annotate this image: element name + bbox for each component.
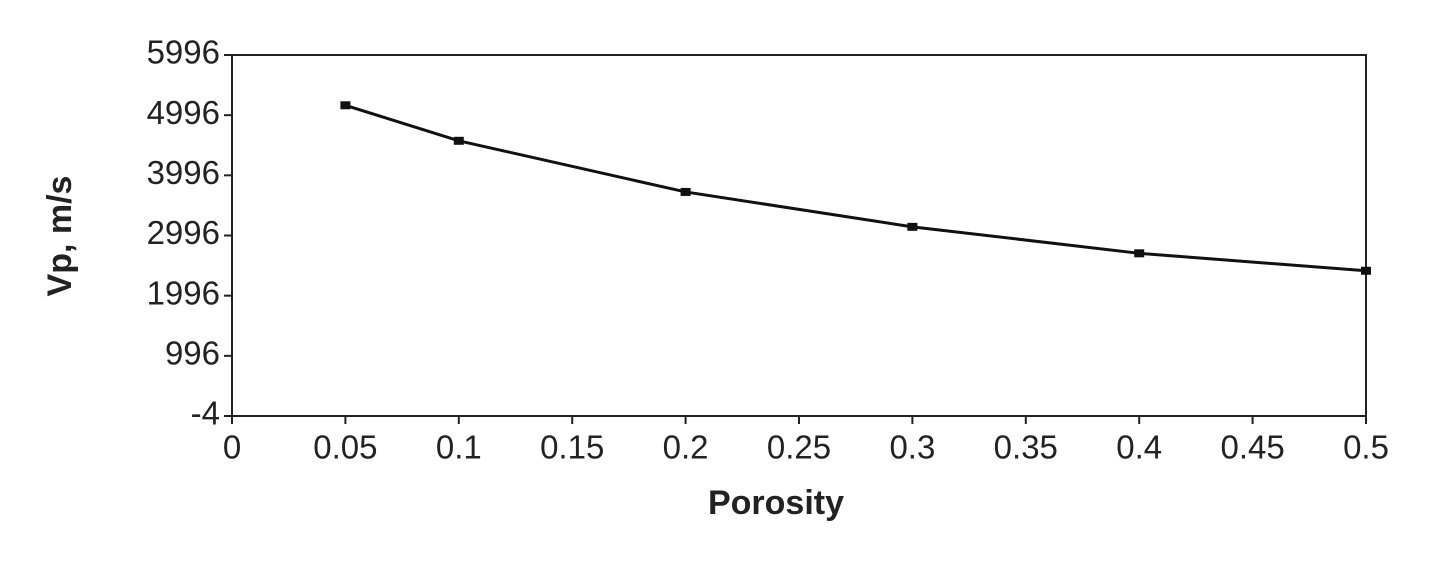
y-tick-label: 5996 xyxy=(147,34,220,71)
marker xyxy=(453,136,464,145)
marker xyxy=(1134,249,1145,258)
marker xyxy=(907,222,918,231)
y-tick-label: -4 xyxy=(191,395,220,432)
plot-frame xyxy=(231,54,1367,417)
y-tick-label: 4996 xyxy=(147,94,220,131)
x-axis-label: Porosity xyxy=(708,484,844,522)
x-tick-label: 0.35 xyxy=(994,429,1058,466)
x-tick-label: 0.15 xyxy=(540,429,604,466)
marker xyxy=(340,101,351,110)
x-tick-label: 0.3 xyxy=(889,429,935,466)
x-tick-label: 0.1 xyxy=(436,429,482,466)
y-tick-label: 2996 xyxy=(147,214,220,251)
y-tick-label: 3996 xyxy=(147,154,220,191)
x-tick-label: 0.2 xyxy=(663,429,709,466)
y-axis-label: Vp, m/s xyxy=(41,176,79,297)
x-tick-label: 0.25 xyxy=(767,429,831,466)
y-tick-label: 1996 xyxy=(147,274,220,311)
x-tick-label: 0.45 xyxy=(1220,429,1284,466)
x-tick-label: 0.5 xyxy=(1343,429,1389,466)
marker xyxy=(1361,266,1371,275)
x-tick-label: 0.05 xyxy=(313,429,377,466)
y-tick-label: 996 xyxy=(165,335,220,372)
x-tick-label: 0 xyxy=(223,429,241,466)
marker xyxy=(680,187,691,196)
series-line xyxy=(344,103,1367,273)
x-tick-label: 0.4 xyxy=(1116,429,1162,466)
